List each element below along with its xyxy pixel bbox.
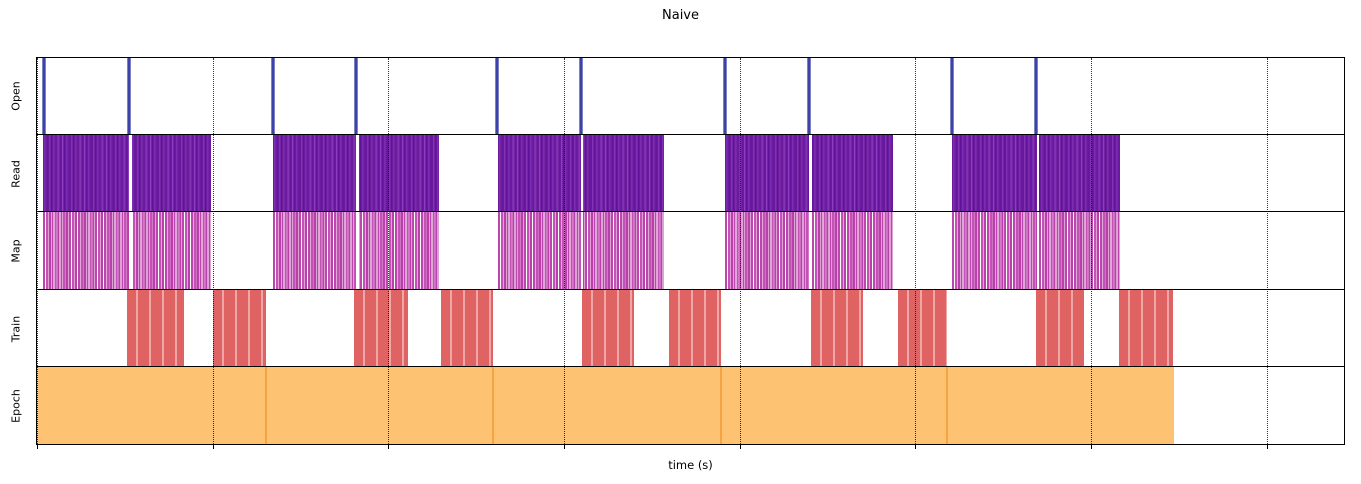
x-tick-mark	[739, 444, 741, 449]
open-event-line	[126, 58, 131, 135]
train-bar	[669, 289, 721, 366]
map-bar	[43, 212, 211, 289]
x-tick-mark	[1090, 444, 1092, 449]
open-event-line	[579, 58, 584, 135]
open-event-line	[41, 58, 46, 135]
x-tick-mark	[563, 444, 565, 449]
x-tick-mark	[37, 444, 38, 449]
open-event-line	[806, 58, 811, 135]
train-bar	[441, 289, 494, 366]
y-axis-label-read: Read	[9, 160, 23, 188]
train-bar	[353, 289, 409, 366]
row-open	[37, 58, 1344, 136]
row-map	[37, 212, 1344, 290]
white-gap-line	[580, 212, 584, 289]
white-gap-line	[1036, 135, 1040, 212]
read-bar	[951, 135, 1121, 212]
white-gap-line	[1036, 212, 1040, 289]
plot-area	[36, 57, 1345, 449]
open-event-line	[270, 58, 275, 135]
open-event-line	[723, 58, 728, 135]
y-axis-label-train: Train	[9, 315, 23, 343]
row-train	[37, 289, 1344, 367]
x-tick-mark	[915, 444, 917, 449]
epoch-bar	[37, 366, 1175, 444]
map-bar	[725, 212, 893, 289]
x-tick-mark	[1266, 444, 1268, 449]
train-bar	[126, 289, 184, 366]
white-gap-line	[129, 212, 132, 289]
open-event-line	[950, 58, 955, 135]
read-bar	[272, 135, 439, 212]
white-gap-line	[809, 135, 812, 212]
train-bar	[1036, 289, 1085, 366]
epoch-divider-line	[945, 366, 948, 444]
map-bar	[272, 212, 439, 289]
read-bar	[725, 135, 893, 212]
white-gap-line	[356, 135, 359, 212]
chart-title: Naive	[662, 8, 699, 23]
y-axis-label-open: Open	[9, 81, 23, 111]
epoch-divider-line	[492, 366, 495, 444]
x-tick-mark	[212, 444, 214, 449]
x-axis-label: time (s)	[668, 458, 713, 472]
open-event-line	[1034, 58, 1039, 135]
open-event-line	[354, 58, 359, 135]
train-bar	[212, 289, 266, 366]
white-gap-line	[580, 135, 584, 212]
train-bar	[810, 289, 863, 366]
train-bar	[897, 289, 947, 366]
open-event-line	[494, 58, 499, 135]
train-bar	[582, 289, 635, 366]
row-read	[37, 135, 1344, 213]
train-bar	[1119, 289, 1174, 366]
white-gap-line	[356, 212, 359, 289]
map-bar	[951, 212, 1121, 289]
row-epoch	[37, 366, 1344, 444]
y-axis-label-epoch: Epoch	[9, 389, 23, 423]
epoch-divider-line	[264, 366, 267, 444]
x-tick-mark	[388, 444, 390, 449]
white-gap-line	[809, 212, 812, 289]
epoch-divider-line	[719, 366, 722, 444]
read-bar	[43, 135, 211, 212]
y-axis-label-map: Map	[9, 239, 23, 263]
white-gap-line	[129, 135, 132, 212]
